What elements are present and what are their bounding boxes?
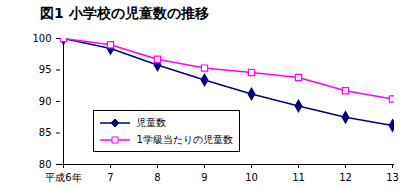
svg-text:9: 9 (201, 172, 207, 183)
svg-text:13: 13 (386, 172, 399, 183)
svg-text:12: 12 (339, 172, 352, 183)
svg-text:平成6年: 平成6年 (45, 172, 81, 183)
svg-text:85: 85 (39, 127, 52, 138)
svg-text:95: 95 (39, 64, 52, 75)
svg-text:8: 8 (154, 172, 160, 183)
svg-text:7: 7 (107, 172, 113, 183)
svg-text:11: 11 (292, 172, 305, 183)
html-text:児童数: 児童数 (136, 116, 167, 128)
svg-text:10: 10 (245, 172, 258, 183)
svg-text:100: 100 (32, 33, 51, 44)
svg-text:90: 90 (39, 96, 52, 107)
svg-text:80: 80 (39, 159, 52, 170)
html-text:図1 小学校の児童数の推移: 図1 小学校の児童数の推移 (40, 5, 209, 21)
html-text:1学級当たりの児童数: 1学級当たりの児童数 (136, 133, 233, 145)
